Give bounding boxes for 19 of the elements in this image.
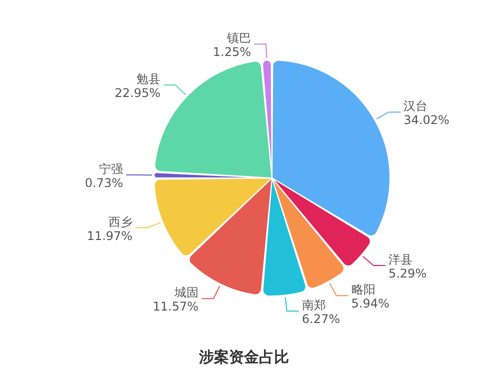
data-label: 11.97%: [86, 228, 133, 243]
data-label: 22.95%: [114, 86, 161, 100]
data-label: 5.94%: [351, 296, 390, 311]
data-label: 1.25%: [212, 45, 252, 60]
slice-label: 略阳: [351, 282, 376, 297]
slice-label: 洋县: [388, 252, 412, 267]
data-label: 11.57%: [152, 300, 199, 314]
slice-label: 汉台: [404, 99, 428, 114]
slice-label: 城固: [174, 286, 199, 300]
slice-label: 南郑: [302, 298, 326, 312]
text: 涉案资金占比: [198, 348, 289, 366]
slice-label: 勉县: [136, 72, 161, 86]
data-label: 5.29%: [388, 266, 427, 281]
slice-label: 宁强: [99, 162, 124, 176]
slice-label: 镇巴: [226, 31, 252, 46]
slice-label: 西乡: [108, 214, 133, 229]
data-label: 0.73%: [84, 176, 124, 190]
data-label: 6.27%: [302, 312, 340, 326]
data-label: 34.02%: [404, 113, 450, 128]
